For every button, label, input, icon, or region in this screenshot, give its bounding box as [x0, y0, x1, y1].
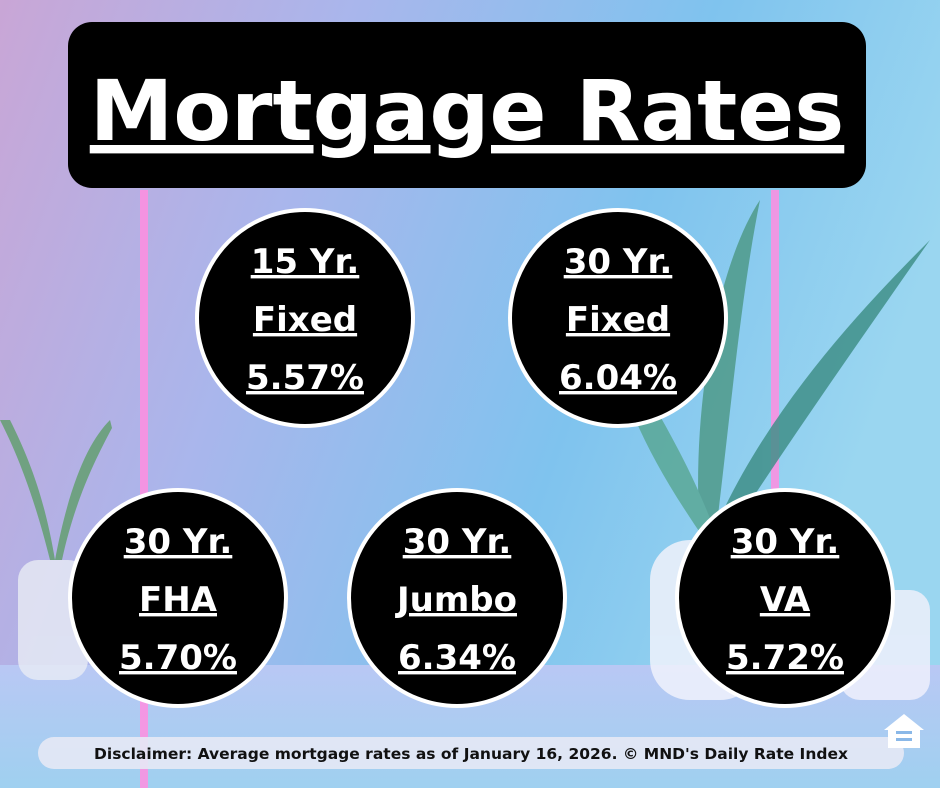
title: Mortgage Rates: [90, 62, 845, 160]
neon-bar: [140, 190, 148, 788]
rate-circle: [347, 488, 567, 708]
rate-label: VA: [760, 580, 811, 620]
rate-label: FHA: [139, 580, 218, 620]
rate-circle: [675, 488, 895, 708]
rate-label: 15 Yr.: [251, 242, 360, 282]
title-box: [68, 22, 866, 188]
rate-value: 6.04%: [559, 358, 677, 398]
disclaimer-box: [38, 737, 904, 769]
rate-label: 30 Yr.: [124, 522, 233, 562]
equal-housing-icon: [884, 714, 924, 748]
rate-label: 30 Yr.: [731, 522, 840, 562]
rate-circles: 15 Yr. Fixed 5.57% 30 Yr. Fixed 6.04% 30 Yr. FH…: [68, 208, 895, 708]
rate-label: 30 Yr.: [403, 522, 512, 562]
rate-label: Fixed: [566, 300, 670, 340]
rate-circle: [508, 208, 728, 428]
rate-value: 5.70%: [119, 638, 237, 678]
rate-value: 5.57%: [246, 358, 364, 398]
rate-label: Jumbo: [395, 580, 517, 620]
rate-circle: [195, 208, 415, 428]
rate-value: 5.72%: [726, 638, 844, 678]
disclaimer: Disclaimer: Average mortgage rates as of…: [94, 745, 848, 763]
rate-circle: [68, 488, 288, 708]
rate-value: 6.34%: [398, 638, 516, 678]
rate-label: 30 Yr.: [564, 242, 673, 282]
rate-label: Fixed: [253, 300, 357, 340]
